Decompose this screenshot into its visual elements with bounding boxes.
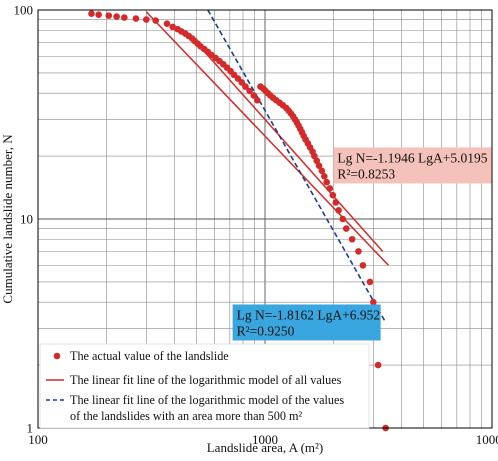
data-point: [359, 262, 367, 269]
data-point: [246, 87, 253, 95]
data-point: [315, 162, 323, 169]
data-point: [113, 13, 120, 20]
y-tick-label: 1: [27, 421, 34, 436]
legend-label-points: The actual value of the landslide: [70, 349, 229, 363]
y-tick-label: 100: [14, 3, 34, 18]
y-tick-label: 10: [20, 212, 33, 227]
x-tick-label: 100: [28, 432, 48, 447]
data-point: [254, 96, 261, 104]
data-point: [329, 191, 337, 199]
data-point: [321, 173, 328, 180]
annotation-box: [333, 147, 492, 184]
data-point: [132, 15, 140, 22]
legend-box: [39, 343, 370, 429]
legend-label-solid-line: The linear fit line of the logarithmic m…: [70, 373, 342, 387]
annotation-text: R²=0.9250: [237, 323, 295, 338]
data-point: [348, 235, 356, 243]
data-point: [318, 167, 326, 175]
data-point: [326, 185, 334, 192]
data-point: [313, 157, 321, 165]
fit-line-secondary: [190, 35, 384, 252]
x-tick-label: 10000: [476, 432, 498, 447]
annotation-text: R²=0.8253: [337, 166, 395, 181]
data-point: [370, 298, 377, 306]
data-point: [152, 17, 160, 24]
legend: The actual value of the landslide The lin…: [39, 343, 370, 429]
data-point: [95, 11, 102, 18]
data-point: [335, 207, 342, 214]
x-tick-label: 1000: [252, 432, 278, 447]
data-point: [323, 178, 331, 186]
y-axis-label: Cumulative landslide number, N: [0, 134, 15, 304]
data-point: [250, 92, 258, 99]
data-point: [88, 10, 95, 18]
data-point: [366, 278, 374, 286]
annotation-text: Lg N=-1.8162 LgA+6.952: [237, 307, 380, 322]
legend-marker-points: [53, 352, 61, 360]
data-point: [242, 83, 249, 90]
data-point: [332, 199, 340, 206]
data-points: [88, 10, 389, 432]
data-point: [105, 12, 113, 19]
data-point: [339, 215, 347, 223]
fit-line-area-over-500: [207, 9, 387, 323]
x-axis-label: Landslide area, A (m²): [207, 440, 324, 455]
fit-line-all-values: [145, 11, 390, 266]
data-point: [374, 361, 382, 369]
fit-lines: [145, 9, 390, 323]
data-point: [163, 20, 171, 27]
data-point: [169, 23, 176, 31]
tick-labels: 100 1000 10000 1 10 100: [14, 3, 498, 448]
annotation-text: Lg N=-1.1946 LgA+5.0195: [337, 150, 487, 165]
data-point: [121, 14, 128, 21]
data-point: [355, 248, 362, 255]
annotation-box: [232, 304, 381, 341]
data-point: [342, 225, 350, 232]
data-point: [143, 16, 150, 23]
legend-label-dashed-line-2: of the landslides with an area more than…: [70, 409, 302, 423]
legend-label-dashed-line-1: The linear fit line of the logarithmic m…: [70, 393, 344, 407]
